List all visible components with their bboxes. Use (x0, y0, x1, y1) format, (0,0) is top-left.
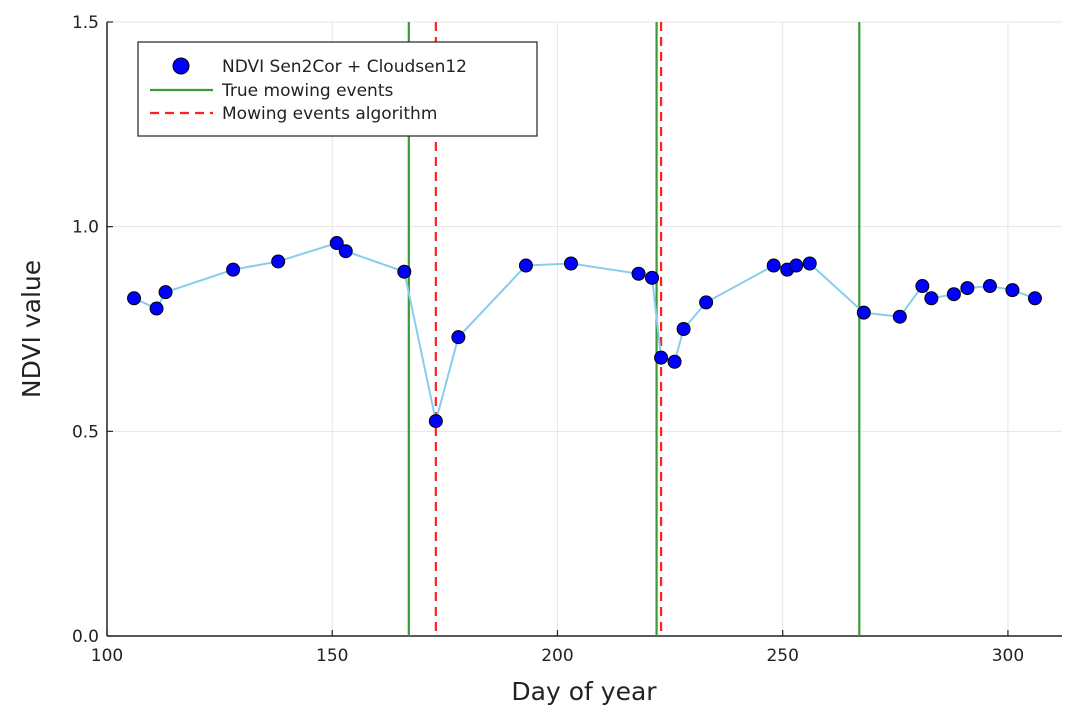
y-tick-label: 0.0 (72, 627, 99, 647)
legend: NDVI Sen2Cor + Cloudsen12 True mowing ev… (137, 41, 538, 137)
ndvi-data-point (802, 256, 817, 271)
x-axis-title: Day of year (511, 677, 657, 706)
ndvi-data-point (631, 266, 646, 281)
y-tick-label: 0.5 (72, 422, 99, 442)
ndvi-data-point (676, 322, 691, 336)
ndvi-data-point (518, 258, 533, 273)
y-tick-label: 1.5 (72, 13, 99, 33)
ndvi-data-point (667, 354, 682, 369)
ndvi-data-point (271, 254, 286, 269)
x-tick-label: 200 (541, 646, 573, 666)
ndvi-data-point (699, 295, 714, 310)
ndvi-data-point (451, 330, 466, 345)
data-series (127, 236, 1042, 429)
legend-label-ndvi: NDVI Sen2Cor + Cloudsen12 (222, 57, 467, 77)
ndvi-data-point (982, 279, 997, 294)
ndvi-data-point (766, 258, 781, 273)
ndvi-data-point (338, 244, 353, 259)
ndvi-data-point (960, 281, 975, 296)
x-tick-label: 250 (766, 646, 798, 666)
ndvi-data-point (397, 264, 412, 279)
legend-marker-ndvi (172, 57, 190, 75)
ticks: 100 150 200 250 300 0.0 0.5 1.0 1.5 (72, 13, 1024, 666)
ndvi-data-point (946, 287, 961, 302)
legend-label-true-mowing: True mowing events (221, 81, 393, 101)
ndvi-data-point (1027, 291, 1042, 306)
ndvi-data-point (856, 305, 871, 320)
y-axis-title: NDVI value (17, 260, 46, 398)
ndvi-data-point (329, 236, 344, 251)
ndvi-data-point (915, 279, 930, 294)
ndvi-data-point (428, 414, 443, 429)
ndvi-data-point (127, 291, 142, 306)
ndvi-data-point (563, 256, 578, 271)
ndvi-data-point (1005, 283, 1020, 298)
ndvi-data-point (924, 291, 939, 306)
ndvi-data-point (645, 270, 660, 285)
ndvi-data-point (654, 350, 669, 365)
ndvi-data-point (892, 309, 907, 324)
y-tick-label: 1.0 (72, 218, 99, 238)
x-tick-label: 100 (91, 646, 123, 666)
ndvi-data-point (158, 285, 173, 300)
axes (106, 22, 1062, 637)
ndvi-data-point (226, 262, 241, 277)
ndvi-data-point (789, 258, 804, 273)
x-tick-label: 150 (316, 646, 348, 666)
event-lines (407, 22, 861, 636)
legend-label-algorithm: Mowing events algorithm (222, 104, 437, 124)
ndvi-series-line (133, 241, 1036, 422)
x-tick-label: 300 (992, 646, 1024, 666)
ndvi-data-point (149, 301, 164, 316)
